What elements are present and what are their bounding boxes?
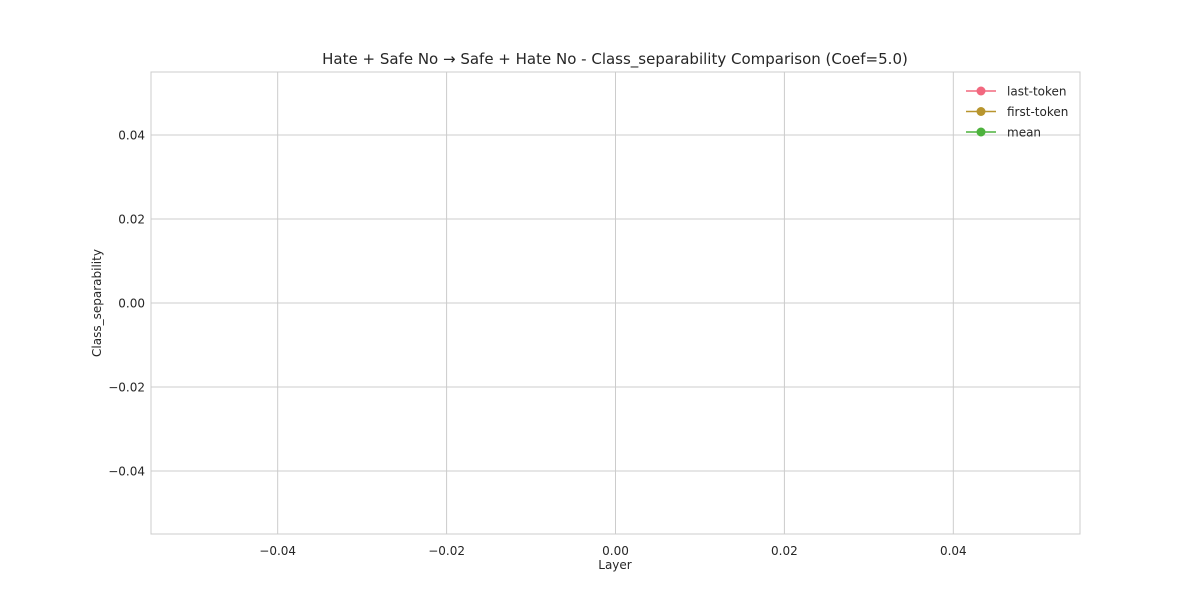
legend-label: first-token xyxy=(1007,105,1068,119)
legend-label: mean xyxy=(1007,126,1041,140)
x-tick-label: −0.02 xyxy=(428,544,465,558)
x-axis-ticks: −0.04 −0.02 0.00 0.02 0.04 xyxy=(259,544,966,558)
y-tick-label: −0.04 xyxy=(108,465,145,479)
x-tick-label: 0.00 xyxy=(602,544,629,558)
y-tick-label: 0.00 xyxy=(118,297,145,311)
legend-marker xyxy=(976,127,986,137)
x-tick-label: 0.02 xyxy=(771,544,798,558)
x-tick-label: 0.04 xyxy=(940,544,967,558)
chart-title: Hate + Safe No → Safe + Hate No - Class_… xyxy=(322,50,908,69)
y-axis-ticks: −0.04 −0.02 0.00 0.02 0.04 xyxy=(108,129,145,479)
legend-marker xyxy=(976,107,986,116)
legend-entry: last-token xyxy=(966,85,1067,99)
plot-frame xyxy=(150,71,1081,535)
plot-area xyxy=(150,71,1081,535)
legend-entry: first-token xyxy=(966,105,1068,119)
x-tick-label: −0.04 xyxy=(259,544,296,558)
y-tick-label: 0.04 xyxy=(118,129,145,143)
legend-label: last-token xyxy=(1007,85,1067,99)
x-axis-label: Layer xyxy=(598,558,632,572)
legend-entry: mean xyxy=(966,126,1041,140)
y-axis-label: Class_separability xyxy=(90,249,104,357)
y-tick-label: 0.02 xyxy=(118,213,145,227)
legend: last-token first-token mean xyxy=(966,85,1068,140)
y-tick-label: −0.02 xyxy=(108,381,145,395)
legend-marker xyxy=(976,86,986,96)
